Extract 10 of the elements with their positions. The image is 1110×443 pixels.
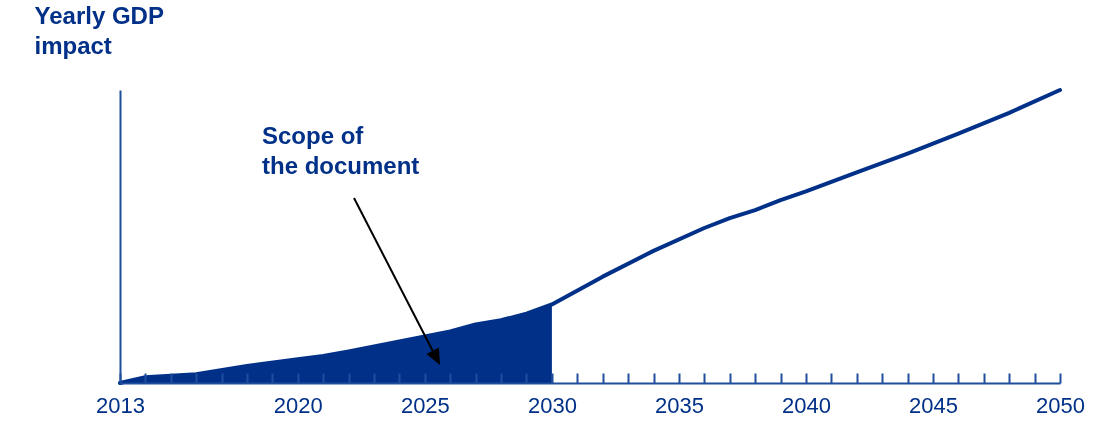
x-tick-label: 2045 <box>909 392 958 418</box>
x-tick-label: 2025 <box>400 392 450 418</box>
x-tick-label: 2020 <box>273 392 323 418</box>
x-tick-label: 2050 <box>1036 392 1085 418</box>
y-axis-title: Yearly GDP impact <box>34 1 164 59</box>
x-tick-label: 2030 <box>527 392 577 418</box>
x-tick-label: 2035 <box>654 392 704 418</box>
x-tick-label: 2013 <box>96 392 145 418</box>
annotation: Scope of the document <box>262 122 420 179</box>
x-tick-label: 2040 <box>781 392 831 418</box>
